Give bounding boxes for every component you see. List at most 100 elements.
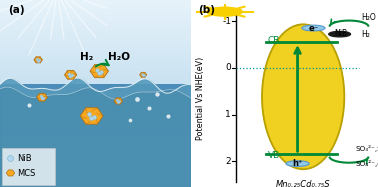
Polygon shape	[37, 93, 47, 101]
Bar	[0, 117, 191, 119]
Bar	[0, 85, 191, 87]
Bar	[0, 33, 191, 35]
Bar	[0, 182, 191, 183]
Bar	[0, 134, 191, 136]
Point	[139, 73, 145, 76]
Point	[140, 74, 146, 77]
Bar	[0, 54, 191, 56]
Bar	[0, 141, 191, 142]
Bar	[0, 133, 191, 134]
Text: H₂O: H₂O	[108, 52, 130, 62]
Bar	[0, 0, 191, 2]
Bar	[0, 122, 191, 124]
Point	[38, 95, 44, 98]
Bar	[0, 137, 191, 138]
Ellipse shape	[262, 24, 344, 169]
Polygon shape	[90, 65, 108, 78]
Text: (a): (a)	[8, 5, 24, 15]
Bar	[0, 87, 191, 89]
Bar	[0, 63, 191, 65]
Bar	[0, 108, 191, 110]
Bar	[0, 47, 191, 49]
Point	[67, 74, 73, 77]
Bar	[0, 156, 191, 157]
Text: H₂: H₂	[361, 30, 370, 39]
Bar	[0, 84, 191, 85]
Bar	[0, 94, 191, 96]
Bar	[0, 175, 191, 178]
Bar	[0, 152, 191, 154]
Point	[35, 59, 41, 62]
Bar	[0, 159, 191, 160]
Polygon shape	[65, 70, 77, 79]
Bar	[0, 161, 191, 163]
Bar	[0, 5, 191, 7]
Bar	[0, 157, 191, 159]
Bar	[0, 185, 191, 187]
Bar	[0, 127, 191, 128]
Text: Potential Vs NHE(eV): Potential Vs NHE(eV)	[196, 56, 205, 140]
Bar	[0, 14, 191, 16]
Bar	[0, 132, 191, 133]
Bar	[0, 119, 191, 122]
Bar	[0, 140, 191, 141]
Bar	[0, 114, 191, 117]
Point	[135, 98, 141, 101]
Bar	[0, 181, 191, 182]
Bar	[0, 166, 191, 168]
Bar	[0, 82, 191, 84]
Text: H₂O: H₂O	[361, 13, 376, 22]
Bar	[0, 169, 191, 170]
Bar	[0, 89, 191, 91]
Bar	[0, 56, 191, 58]
Bar	[0, 170, 191, 172]
Bar	[0, 94, 191, 96]
Bar	[0, 180, 191, 182]
Bar	[0, 49, 191, 51]
Point	[88, 117, 94, 120]
Bar	[0, 73, 191, 75]
Bar	[0, 142, 191, 143]
Circle shape	[207, 7, 242, 16]
Bar	[0, 166, 191, 168]
Bar	[0, 99, 191, 101]
Bar	[0, 98, 191, 101]
Bar	[0, 75, 191, 77]
Bar	[0, 30, 191, 33]
Bar	[0, 65, 191, 68]
Bar	[0, 183, 191, 184]
Bar	[0, 91, 191, 94]
Point	[116, 100, 122, 103]
Bar	[0, 88, 191, 89]
Bar	[0, 136, 191, 138]
Text: VB: VB	[268, 151, 280, 160]
Bar	[0, 133, 191, 136]
Point	[96, 71, 102, 74]
Bar	[0, 92, 191, 93]
Bar	[0, 91, 191, 92]
Circle shape	[286, 161, 309, 166]
Point	[86, 113, 92, 116]
Text: SO₃²⁻,S²⁻: SO₃²⁻,S²⁻	[356, 145, 378, 152]
Bar	[0, 87, 191, 88]
Bar	[0, 154, 191, 157]
Bar	[0, 70, 191, 72]
Bar	[0, 58, 191, 61]
Bar	[0, 178, 191, 179]
Bar	[0, 37, 191, 40]
Bar	[0, 152, 191, 154]
Bar	[0, 23, 191, 26]
Bar	[0, 145, 191, 147]
Bar	[0, 138, 191, 140]
Bar	[0, 145, 191, 146]
Bar	[0, 68, 191, 70]
Bar	[0, 140, 191, 142]
Bar	[0, 40, 191, 42]
Bar	[0, 171, 191, 173]
Point	[69, 74, 75, 77]
Bar	[0, 143, 191, 145]
Point	[114, 99, 120, 102]
Circle shape	[302, 25, 325, 31]
Bar	[0, 175, 191, 177]
Bar	[0, 103, 191, 105]
